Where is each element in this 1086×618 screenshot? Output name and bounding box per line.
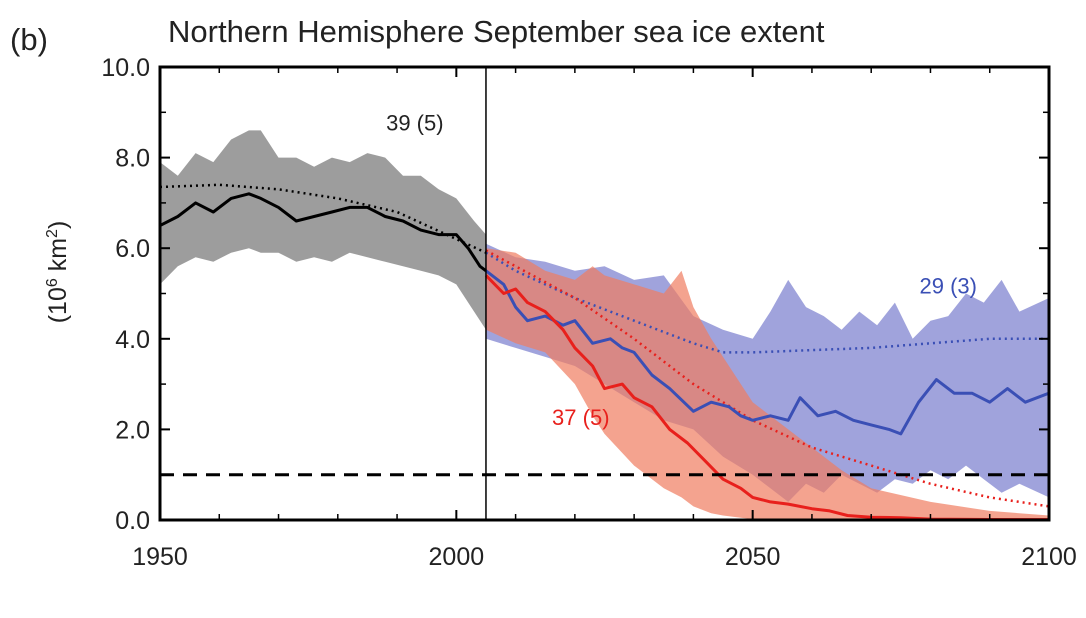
lines-layer [160, 183, 1049, 520]
annotation-rcp_high: 37 (5) [552, 405, 609, 430]
bands-layer [160, 130, 1049, 520]
rcp-high-line [484, 274, 1049, 520]
annotation-historical: 39 (5) [386, 110, 443, 135]
annotations-layer: 39 (5) 29 (3) 37 (5) [386, 110, 977, 429]
y-tick-label: 0.0 [115, 507, 150, 535]
x-tick-label: 2050 [725, 543, 781, 571]
x-tick-label: 1950 [132, 543, 188, 571]
rcp-high-mean-line [485, 249, 1049, 508]
y-axis-label-mid: km [44, 238, 72, 278]
chart-title: Northern Hemisphere September sea ice ex… [168, 14, 825, 49]
y-tick-label: 2.0 [115, 416, 150, 444]
rcp-low-mean-line [485, 251, 1049, 354]
x-tick-label: 2100 [1021, 543, 1077, 571]
panel-label: (b) [10, 22, 48, 57]
y-axis-label-suffix: ) [44, 221, 72, 229]
y-axis-label-exp2: 2 [44, 229, 61, 238]
rcp-low-line [485, 269, 1049, 436]
annotation-rcp_low: 29 (3) [920, 274, 977, 299]
y-axis-label-exp1: 6 [44, 278, 61, 287]
y-axis-label: (106 km2) [44, 221, 72, 324]
historical-band [160, 130, 486, 330]
historical-line [160, 192, 487, 272]
y-axis-label-prefix: (10 [44, 287, 72, 323]
x-tick-label: 2000 [429, 543, 485, 571]
y-tick-label: 10.0 [101, 54, 150, 82]
y-tick-label: 8.0 [115, 145, 150, 173]
rcp-high-band [486, 248, 1049, 520]
axes-layer: 0.0 2.0 4.0 6.0 8.0 10.0 1950 2000 2050 2100 [101, 54, 1076, 571]
y-tick-label: 6.0 [115, 235, 150, 263]
y-tick-label: 4.0 [115, 326, 150, 354]
